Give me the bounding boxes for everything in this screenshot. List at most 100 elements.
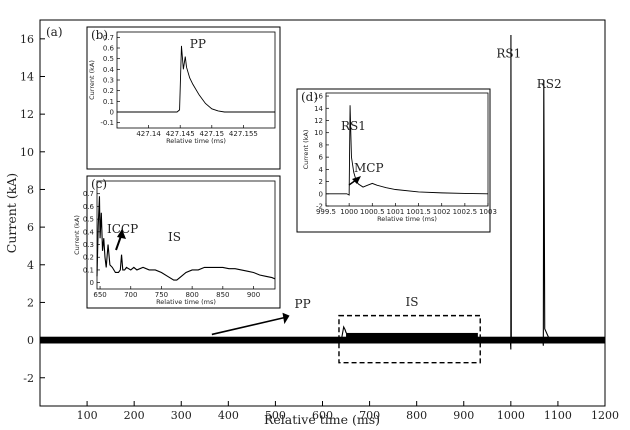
inset-y-tick-label: 4 [319, 166, 324, 174]
main-y-axis-label: Current (kA) [4, 173, 19, 253]
x-tick-label: 800 [406, 409, 427, 422]
x-tick-label: 1000 [497, 409, 525, 422]
inset-panel-label: (d) [301, 90, 318, 104]
inset-x-tick-label: 800 [185, 291, 198, 299]
inset-y-tick-label: 0.5 [83, 216, 94, 224]
inset-x-axis-label: Relative time (ms) [166, 137, 226, 145]
x-tick-label: 600 [312, 409, 333, 422]
x-tick-label: 500 [265, 409, 286, 422]
annotation-label: IS [405, 295, 418, 309]
inset-x-tick-label: 1003 [479, 208, 497, 216]
inset-y-tick-label: 6 [319, 154, 324, 162]
inset-y-tick-label: 0 [110, 109, 114, 117]
inset-y-tick-label: 0.2 [83, 254, 94, 262]
inset-plot-frame [96, 180, 276, 290]
inset-y-tick-label: 0 [90, 279, 94, 287]
inset-y-tick-label: 0.2 [103, 87, 114, 95]
inset-x-tick-label: 427.14 [136, 130, 161, 138]
x-tick-label: 1200 [591, 409, 619, 422]
inset-b: 427.14 427.145 427.15 427.155 -0.1 0 0.1 0.2 0.3… [86, 26, 281, 170]
inset-x-axis-label: Relative time (ms) [377, 215, 437, 223]
inset-y-tick-label: 0.3 [83, 241, 94, 249]
inset-y-tick-label: 0.4 [83, 228, 95, 236]
inset-y-tick-label: -0.1 [100, 119, 114, 127]
inset-y-tick-label: 10 [314, 129, 323, 137]
y-tick-label: 6 [27, 221, 34, 234]
main-axes-ticks: 100 200 300 400 500 600 700 800 900 1000 1100 1200-… [20, 33, 619, 422]
is-noise-band [346, 332, 478, 342]
y-tick-label: 10 [20, 146, 34, 159]
y-tick-label: -2 [23, 372, 34, 385]
annotation-label: RS2 [537, 77, 562, 91]
inset-x-tick-label: 700 [124, 291, 137, 299]
inset-x-tick-label: 1001.5 [406, 208, 431, 216]
inset-x-axis-label: Relative time (ms) [156, 298, 216, 306]
x-tick-label: 100 [77, 409, 98, 422]
x-tick-label: 300 [171, 409, 192, 422]
inset-frame [86, 175, 281, 309]
annotation-label: RS1 [496, 47, 521, 61]
inset-y-tick-label: 0.6 [103, 45, 115, 53]
inset-panel-label: (b) [91, 28, 108, 42]
iccp-arrow-head [117, 229, 126, 239]
mcp-label: MCP [354, 161, 384, 175]
inset-y-tick-label: 0.6 [83, 203, 95, 211]
inset-x-tick-label: 427.15 [200, 130, 225, 138]
inset-y-axis-label: Current (kA) [88, 60, 96, 100]
inset-x-tick-label: 427.145 [166, 130, 195, 138]
x-tick-label: 400 [218, 409, 239, 422]
main-plot-series [40, 35, 605, 350]
y-tick-label: 16 [20, 33, 34, 46]
pp-arrow-line [211, 316, 286, 336]
inset-y-tick-label: -2 [316, 203, 323, 211]
inset-y-tick-label: 8 [319, 141, 323, 149]
inset-x-tick-label: 1002 [433, 208, 451, 216]
inset-y-axis-label: Current (kA) [302, 130, 310, 170]
y-tick-label: 8 [27, 183, 34, 196]
y-tick-label: 0 [27, 334, 34, 347]
series-line [40, 35, 605, 350]
pp-label: PP [190, 37, 206, 51]
inset-y-tick-label: 16 [314, 93, 323, 101]
inset-x-tick-label: 1001 [387, 208, 405, 216]
x-tick-label: 900 [453, 409, 474, 422]
inset-x-tick-label: 850 [216, 291, 229, 299]
inset-panel-label: (c) [91, 177, 107, 191]
x-tick-label: 200 [124, 409, 145, 422]
inset-y-axis-label: Current (kA) [73, 215, 81, 255]
inset-frame [86, 26, 281, 170]
panel-a-label: (a) [46, 25, 63, 39]
pp-arrow-head [282, 312, 290, 325]
inset-x-tick-label: 650 [93, 291, 106, 299]
main-x-axis-label: Relative time (ms) [264, 412, 380, 427]
mcp-arrow-head [352, 176, 361, 184]
inset-y-tick-label: 0.3 [103, 77, 114, 85]
inset-x-tick-label: 1002.5 [453, 208, 478, 216]
is-label: IS [168, 230, 181, 244]
inset-d: 999.5 1000 1000.5 1001 1001.5 1002 1002.5 1003-… [296, 88, 497, 233]
annotation-label: PP [295, 297, 311, 311]
x-tick-label: 700 [359, 409, 380, 422]
rs1-label: RS1 [341, 119, 366, 133]
iccp-arrow-line [115, 235, 122, 251]
inset-x-tick-label: 750 [155, 291, 168, 299]
inset-series-line [117, 45, 275, 113]
is-dashed-box [338, 314, 481, 364]
inset-y-tick-label: 0.7 [103, 34, 114, 42]
inset-y-tick-label: 0.4 [103, 66, 115, 74]
inset-y-tick-label: 0.7 [83, 190, 94, 198]
inset-series-line [96, 196, 276, 281]
inset-y-tick-label: 0.1 [83, 266, 94, 274]
inset-y-tick-label: 14 [314, 105, 323, 113]
inset-c: 650 700 750 800 850 900 0 0.1 0.2 0.3 0.4 0.5 0.6 0.7… [73, 175, 281, 309]
inset-frame [296, 88, 491, 233]
inset-y-tick-label: 0 [319, 190, 323, 198]
inset-y-tick-label: 0.1 [103, 98, 114, 106]
inset-x-tick-label: 1000 [340, 208, 358, 216]
inset-x-tick-label: 427.155 [229, 130, 258, 138]
inset-x-tick-label: 999.5 [316, 208, 336, 216]
inset-plot-frame [325, 92, 489, 207]
x-tick-label: 1100 [544, 409, 572, 422]
main-annotations: PP IS RS1 RS2 [211, 47, 562, 364]
